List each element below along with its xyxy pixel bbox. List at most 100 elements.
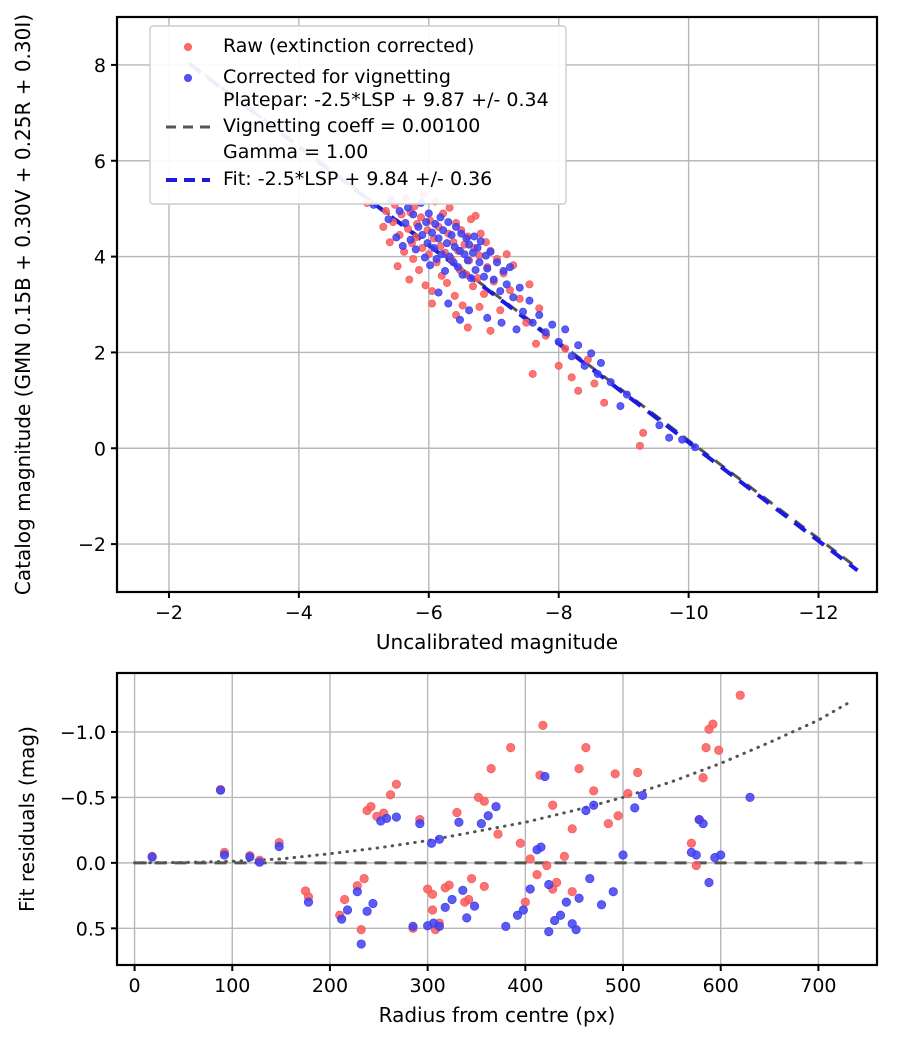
data-point bbox=[426, 838, 437, 848]
data-point bbox=[515, 294, 524, 303]
data-point bbox=[427, 905, 438, 915]
data-point bbox=[395, 207, 404, 216]
legend-label: Fit: -2.5*LSP + 9.84 +/- 0.36 bbox=[223, 168, 492, 190]
data-point bbox=[418, 231, 427, 240]
tick-label-y: 0.0 bbox=[76, 853, 106, 875]
data-point bbox=[665, 433, 674, 442]
data-point bbox=[391, 779, 401, 789]
data-point bbox=[426, 261, 435, 270]
data-point bbox=[409, 254, 418, 263]
data-point bbox=[441, 266, 450, 275]
data-point bbox=[574, 893, 584, 903]
axis-ticks: 0 100 200 300 400 500 600 700 0.5 0.0 −0.5 −1.0 bbox=[60, 722, 837, 997]
tick-label-x: −8 bbox=[545, 602, 573, 624]
tick-label-y: −1.0 bbox=[60, 722, 106, 744]
data-point bbox=[567, 352, 576, 361]
data-point bbox=[505, 263, 514, 272]
data-point bbox=[215, 785, 226, 795]
data-point bbox=[468, 248, 477, 257]
data-point bbox=[531, 339, 540, 348]
legend-label: Corrected for vignetting bbox=[223, 66, 451, 88]
data-point bbox=[447, 894, 457, 905]
data-point bbox=[559, 851, 570, 861]
data-point bbox=[431, 219, 440, 228]
data-point bbox=[385, 790, 396, 800]
legend-box bbox=[149, 25, 567, 205]
tick-label-y: 4 bbox=[94, 247, 106, 269]
tick-label-x: 600 bbox=[703, 975, 739, 997]
data-point bbox=[466, 873, 477, 884]
data-point bbox=[465, 240, 474, 249]
data-point bbox=[463, 256, 472, 265]
data-point bbox=[421, 281, 430, 290]
tick-label-x: 200 bbox=[312, 975, 348, 997]
data-point bbox=[574, 341, 583, 350]
data-point bbox=[429, 243, 438, 252]
data-point bbox=[499, 266, 508, 275]
series-corrected-for-vignetting bbox=[369, 196, 700, 452]
tick-label-x: −12 bbox=[798, 602, 838, 624]
data-point bbox=[381, 207, 390, 216]
axis-ticks: −2 −4 −6 −8 −10 −12 −2 0 2 4 6 8 bbox=[78, 55, 839, 624]
data-point bbox=[398, 242, 407, 251]
data-point bbox=[444, 299, 453, 308]
data-point bbox=[567, 824, 577, 834]
tick-label-x: 400 bbox=[507, 975, 543, 997]
data-point bbox=[463, 323, 472, 332]
data-point bbox=[428, 287, 437, 296]
x-axis-label: Uncalibrated magnitude bbox=[376, 630, 618, 654]
data-point bbox=[497, 318, 506, 327]
data-point bbox=[618, 850, 628, 860]
data-point bbox=[342, 905, 353, 915]
data-point bbox=[502, 250, 511, 259]
data-point bbox=[548, 320, 557, 329]
data-point bbox=[561, 897, 571, 907]
data-point bbox=[691, 850, 701, 860]
data-point bbox=[467, 274, 476, 283]
legend-entry: Corrected for vignetting bbox=[183, 66, 451, 88]
data-point bbox=[437, 250, 446, 259]
data-point bbox=[616, 402, 625, 411]
data-point bbox=[536, 842, 546, 852]
data-point bbox=[455, 315, 464, 324]
data-point bbox=[613, 811, 623, 821]
data-point bbox=[596, 358, 605, 367]
data-point bbox=[532, 870, 542, 880]
data-point bbox=[391, 812, 401, 822]
data-point bbox=[475, 258, 484, 267]
data-point bbox=[486, 763, 496, 774]
data-point bbox=[424, 209, 433, 218]
data-point bbox=[219, 850, 230, 860]
data-point bbox=[655, 421, 664, 430]
legend-label: Gamma = 1.00 bbox=[223, 141, 368, 163]
data-point bbox=[428, 299, 437, 308]
data-point bbox=[452, 222, 461, 231]
data-point bbox=[486, 326, 495, 335]
data-point bbox=[518, 905, 528, 915]
data-point bbox=[434, 288, 443, 297]
data-point bbox=[356, 925, 366, 935]
x-axis-label: Radius from centre (px) bbox=[379, 1003, 616, 1027]
data-point bbox=[580, 361, 589, 370]
data-point bbox=[587, 349, 596, 358]
gridlines bbox=[117, 673, 877, 965]
data-point bbox=[447, 231, 456, 240]
data-point bbox=[449, 258, 458, 267]
data-point bbox=[303, 897, 314, 907]
data-point bbox=[416, 213, 425, 222]
data-point bbox=[678, 435, 687, 444]
tick-label-x: −10 bbox=[669, 602, 709, 624]
data-point bbox=[440, 902, 450, 912]
data-point bbox=[525, 854, 535, 864]
data-point bbox=[409, 210, 418, 219]
data-point bbox=[551, 877, 562, 888]
data-point bbox=[525, 884, 535, 894]
data-point bbox=[480, 289, 489, 298]
data-point bbox=[515, 838, 526, 848]
data-point bbox=[535, 311, 544, 320]
data-point bbox=[479, 881, 489, 892]
data-point bbox=[483, 264, 492, 273]
data-point bbox=[442, 239, 451, 248]
data-point bbox=[454, 817, 464, 827]
data-point bbox=[476, 229, 485, 238]
